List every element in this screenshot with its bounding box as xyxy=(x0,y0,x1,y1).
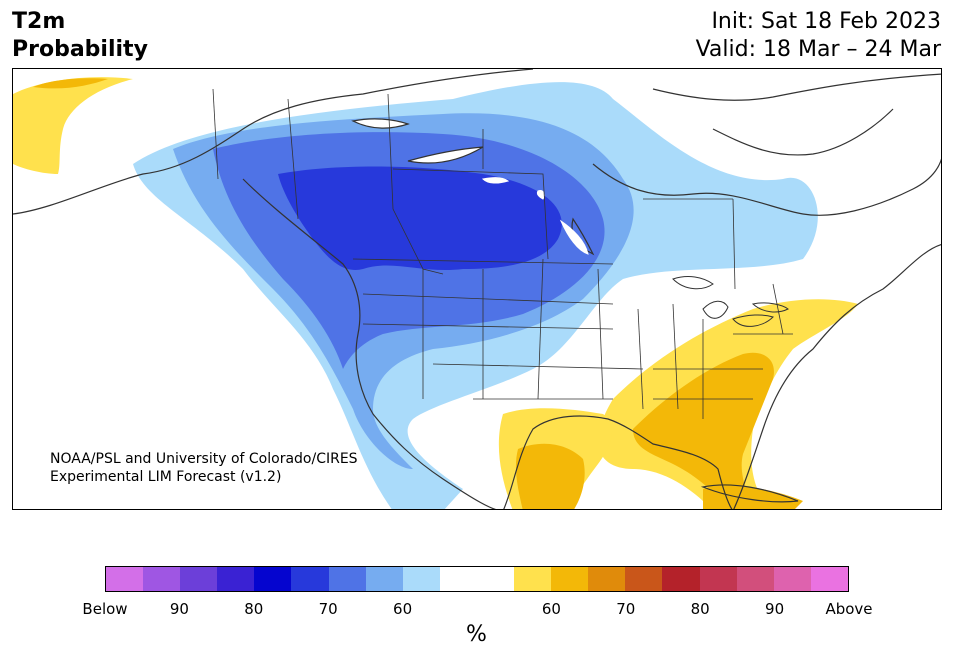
credit-line-1: NOAA/PSL and University of Colorado/CIRE… xyxy=(50,451,358,467)
forecast-map: NOAA/PSL and University of Colorado/CIRE… xyxy=(12,68,942,510)
coastline-outline xyxy=(13,69,941,509)
warm-region-60-alaska xyxy=(13,77,133,174)
colorbar-tick-label: 70 xyxy=(616,600,636,618)
credit-line-2: Experimental LIM Forecast (v1.2) xyxy=(50,469,282,485)
date-block: Init: Sat 18 Feb 2023 Valid: 18 Mar – 24… xyxy=(696,8,941,64)
colorbar-tick-label: 90 xyxy=(765,600,785,618)
colorbar-segment xyxy=(106,567,144,591)
map-canvas xyxy=(13,69,941,509)
colorbar-tick-label: 70 xyxy=(318,600,338,618)
colorbar-segment xyxy=(662,567,700,591)
colorbar-segment xyxy=(217,567,255,591)
colorbar-segment xyxy=(180,567,218,591)
title-metric: Probability xyxy=(12,37,148,62)
colorbar-segment xyxy=(476,567,515,591)
great-lakes xyxy=(672,276,789,327)
state-borders xyxy=(212,88,793,419)
colorbar xyxy=(105,566,849,592)
colorbar-segment xyxy=(810,567,848,591)
warm-region-65-east xyxy=(633,352,774,509)
colorbar-segment xyxy=(439,567,477,591)
valid-range: Valid: 18 Mar – 24 Mar xyxy=(695,37,941,62)
colorbar-tick-label: 90 xyxy=(169,600,189,618)
colorbar-segment xyxy=(699,567,737,591)
title-block: T2m Probability xyxy=(12,8,148,64)
init-date: Init: Sat 18 Feb 2023 xyxy=(711,9,941,34)
title-variable: T2m xyxy=(12,9,66,34)
colorbar-segment xyxy=(625,567,663,591)
cold-region-75 xyxy=(278,166,562,271)
colorbar-tick-label: Above xyxy=(825,600,873,618)
map-credit: NOAA/PSL and University of Colorado/CIRE… xyxy=(50,450,358,486)
colorbar-segment xyxy=(588,567,626,591)
colorbar-segment xyxy=(254,567,292,591)
colorbar-tick-label: 80 xyxy=(244,600,264,618)
colorbar-segment xyxy=(773,567,811,591)
colorbar-unit: % xyxy=(466,622,487,647)
colorbar-segment xyxy=(514,567,552,591)
colorbar-segment xyxy=(736,567,774,591)
warm-region-65-alaska xyxy=(33,78,108,89)
colorbar-ticks: Below 90 80 70 60 60 70 80 90 Above xyxy=(82,600,872,620)
warm-region-cuba xyxy=(703,485,803,509)
colorbar-tick-label: 80 xyxy=(690,600,710,618)
lakes xyxy=(481,177,589,255)
colorbar-tick-label: 60 xyxy=(541,600,561,618)
colorbar-tick-label: Below xyxy=(82,600,128,618)
colorbar-tick-label: 60 xyxy=(393,600,413,618)
colorbar-segment xyxy=(328,567,366,591)
colorbar-segment xyxy=(291,567,329,591)
colorbar-segment xyxy=(402,567,440,591)
colorbar-segment xyxy=(365,567,403,591)
colorbar-segment xyxy=(551,567,589,591)
colorbar-segment xyxy=(143,567,181,591)
warm-region-65-south xyxy=(515,443,585,509)
